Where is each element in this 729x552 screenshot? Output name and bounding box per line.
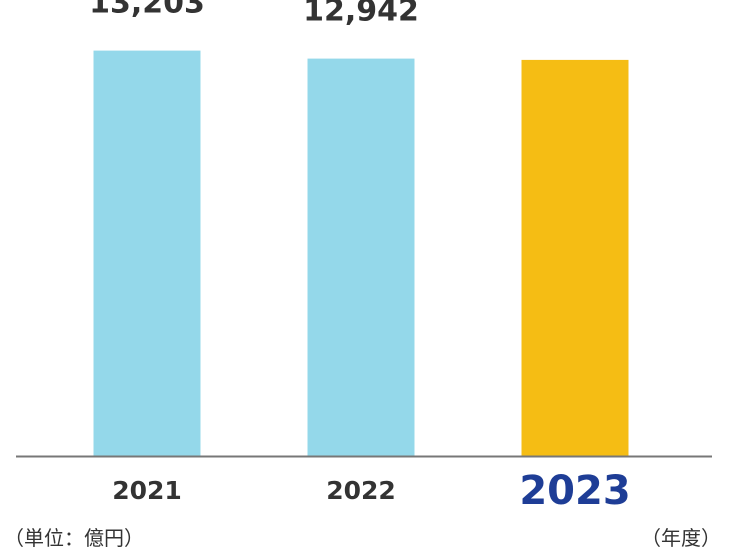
bar-2023 <box>521 59 629 457</box>
bar-2021 <box>93 50 201 456</box>
x-tick-label-2023: 2023 <box>519 468 630 514</box>
x-axis-unit-note: （年度） <box>641 526 721 550</box>
x-tick-label-2021: 2021 <box>112 476 182 505</box>
value-label-2022: 12,942 <box>303 0 419 29</box>
x-tick-label-2022: 2022 <box>326 476 396 505</box>
value-label-2021: 13,203 <box>89 0 205 21</box>
unit-note: （単位：億円） <box>4 526 144 550</box>
bar-2022 <box>307 58 415 456</box>
